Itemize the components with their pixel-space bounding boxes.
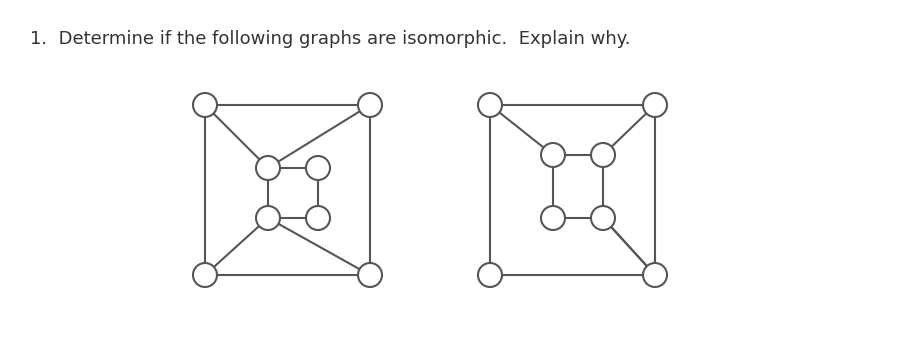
Circle shape (256, 206, 280, 230)
Text: 1.  Determine if the following graphs are isomorphic.  Explain why.: 1. Determine if the following graphs are… (30, 30, 631, 48)
Circle shape (306, 206, 330, 230)
Circle shape (541, 143, 565, 167)
Circle shape (591, 206, 615, 230)
Circle shape (358, 93, 382, 117)
Circle shape (193, 93, 217, 117)
Circle shape (591, 143, 615, 167)
Circle shape (643, 93, 667, 117)
Circle shape (256, 156, 280, 180)
Circle shape (358, 263, 382, 287)
Circle shape (541, 206, 565, 230)
Circle shape (478, 263, 502, 287)
Circle shape (478, 93, 502, 117)
Circle shape (306, 156, 330, 180)
Circle shape (643, 263, 667, 287)
Circle shape (193, 263, 217, 287)
